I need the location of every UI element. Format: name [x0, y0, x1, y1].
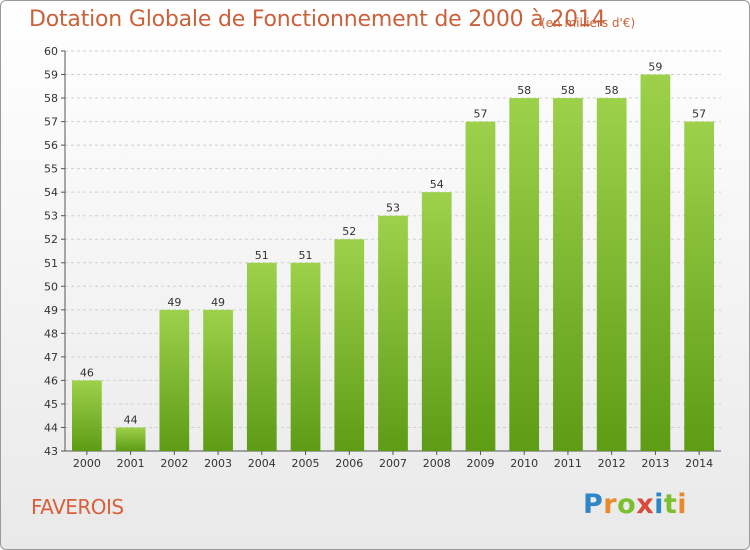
data-label: 51	[299, 249, 313, 262]
x-tick-label: 2001	[117, 457, 145, 470]
y-tick-label: 49	[44, 304, 58, 317]
y-tick-label: 60	[44, 45, 58, 58]
y-tick-label: 59	[44, 69, 58, 82]
logo-letter: r	[603, 489, 618, 520]
bar	[334, 239, 365, 451]
data-label: 58	[561, 84, 575, 97]
y-tick-label: 57	[44, 116, 58, 129]
logo-letter: x	[636, 489, 655, 520]
bar	[596, 98, 627, 451]
bar	[509, 98, 540, 451]
data-label: 59	[648, 61, 662, 74]
y-tick-label: 43	[44, 445, 58, 458]
bar	[421, 192, 452, 452]
data-label: 44	[124, 413, 138, 426]
x-tick-label: 2007	[379, 457, 407, 470]
y-tick-label: 44	[44, 421, 58, 434]
x-tick-label: 2003	[204, 457, 232, 470]
y-tick-label: 58	[44, 92, 58, 105]
data-label: 54	[430, 178, 444, 191]
y-tick-label: 51	[44, 257, 58, 270]
bar	[465, 121, 496, 452]
bar	[115, 427, 146, 451]
data-label: 57	[473, 108, 487, 121]
y-tick-label: 55	[44, 163, 58, 176]
bar	[290, 262, 321, 451]
bar	[640, 74, 671, 451]
bar	[71, 380, 102, 451]
x-tick-label: 2014	[685, 457, 713, 470]
x-tick-label: 2011	[554, 457, 582, 470]
bar	[378, 215, 408, 451]
y-tick-label: 48	[44, 327, 58, 340]
y-tick-label: 53	[44, 210, 58, 223]
data-label: 58	[517, 84, 531, 97]
x-tick-label: 2006	[335, 457, 363, 470]
bar	[684, 121, 715, 452]
x-tick-label: 2008	[423, 457, 451, 470]
bar	[246, 262, 277, 451]
y-tick-label: 54	[44, 186, 58, 199]
y-tick-label: 45	[44, 398, 58, 411]
x-tick-label: 2012	[598, 457, 626, 470]
data-label: 57	[692, 108, 706, 121]
x-tick-label: 2010	[510, 457, 538, 470]
bar	[159, 309, 190, 451]
data-label: 58	[605, 84, 619, 97]
x-tick-label: 2013	[641, 457, 669, 470]
data-label: 53	[386, 202, 400, 215]
y-tick-label: 56	[44, 139, 58, 152]
logo-letter: P	[583, 489, 604, 520]
x-tick-label: 2004	[248, 457, 276, 470]
y-tick-label: 46	[44, 374, 58, 387]
logo-letter: i	[654, 489, 664, 520]
data-label: 46	[80, 366, 94, 379]
data-label: 52	[342, 225, 356, 238]
logo-letter: t	[663, 489, 678, 520]
logo-letter: i	[677, 489, 688, 520]
x-tick-label: 2009	[466, 457, 494, 470]
y-tick-label: 47	[44, 351, 58, 364]
logo-letter: o	[617, 489, 637, 520]
bar	[203, 309, 233, 451]
chart-subtitle: (en milliers d'€)	[541, 16, 636, 30]
y-tick-label: 52	[44, 233, 58, 246]
x-tick-label: 2000	[73, 457, 101, 470]
data-label: 51	[255, 249, 269, 262]
data-label: 49	[167, 296, 181, 309]
x-tick-label: 2002	[160, 457, 188, 470]
commune-name: FAVEROIS	[31, 495, 124, 519]
x-tick-label: 2005	[292, 457, 320, 470]
bar	[553, 98, 583, 451]
proxiti-logo: Proxiti	[583, 489, 687, 520]
y-tick-label: 50	[44, 280, 58, 293]
chart-title: Dotation Globale de Fonctionnement de 20…	[29, 7, 606, 32]
data-label: 49	[211, 296, 225, 309]
